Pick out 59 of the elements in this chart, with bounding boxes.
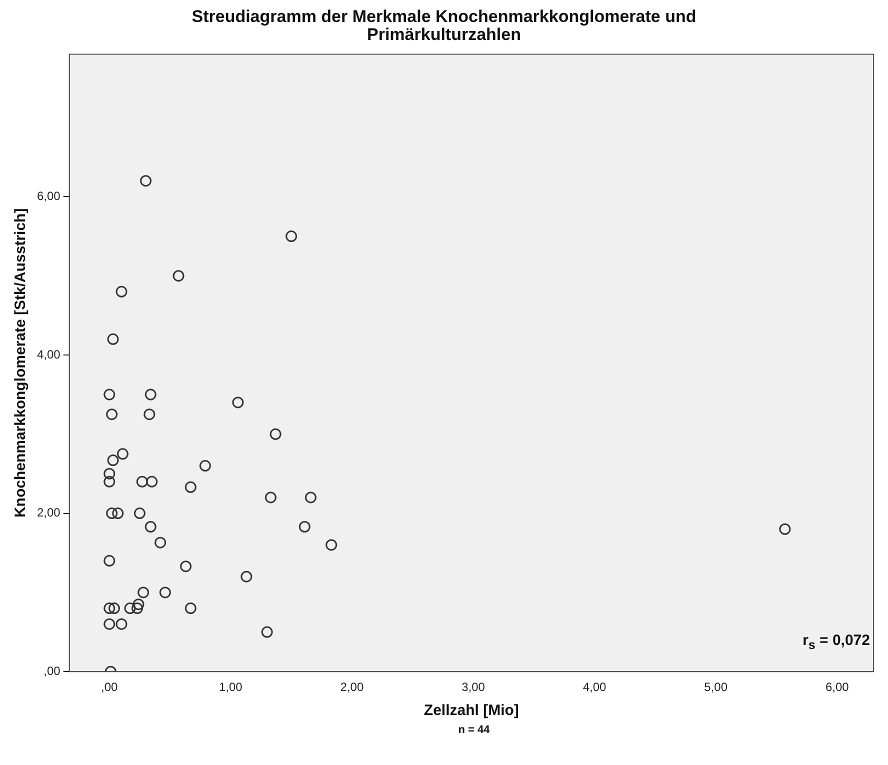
point [270, 428, 282, 440]
y-tick-label: 2,00 [36, 506, 61, 520]
y-tick-label: 4,00 [36, 347, 61, 362]
point [136, 476, 148, 488]
point [180, 560, 192, 572]
x-tick-label: 1,00 [218, 680, 243, 694]
point [104, 602, 116, 614]
point [144, 408, 156, 420]
x-tick-label: 5,00 [704, 680, 728, 694]
point [116, 618, 128, 630]
point [132, 598, 144, 610]
text: n = 44 [457, 724, 491, 736]
point [104, 555, 116, 567]
annotation: r$_{s}$ = 0,072 [802, 632, 870, 652]
point [779, 523, 791, 535]
point [106, 408, 118, 420]
y-tick-label: ,00 [44, 664, 61, 678]
point [172, 270, 184, 282]
point [298, 521, 310, 532]
point [138, 586, 150, 598]
point [116, 448, 128, 460]
point [104, 618, 116, 630]
x-tick-label: 3,00 [462, 680, 486, 694]
x-tick-label: 4,00 [582, 680, 607, 694]
point [112, 508, 124, 520]
point [232, 396, 244, 408]
point [326, 539, 338, 551]
x-tick-label: ,00 [101, 680, 118, 694]
chart-title: Streudiagramm der Merkmale Knochenmarkkonglomerate und Primärkulturzahlen [190, 7, 698, 44]
point [132, 602, 144, 614]
point [106, 508, 118, 520]
point [240, 570, 252, 582]
point [144, 521, 156, 532]
point [104, 388, 116, 400]
point [124, 602, 136, 614]
y-axis-title: Knochenmarkkonglomerate [Stk/Ausstrich] [12, 208, 30, 518]
point [286, 230, 298, 242]
x-tick-label: 6,00 [825, 680, 850, 694]
x-tick-label: 2,00 [340, 680, 364, 694]
point [264, 492, 276, 504]
point [159, 586, 171, 598]
point [140, 175, 152, 187]
point [184, 602, 196, 614]
point [144, 388, 156, 400]
point [134, 508, 146, 520]
point [107, 333, 119, 345]
point [261, 626, 273, 638]
point [108, 602, 120, 614]
point [184, 481, 196, 493]
point [199, 460, 211, 472]
point [154, 536, 166, 548]
point [104, 468, 116, 480]
point [146, 476, 158, 488]
point [104, 476, 116, 488]
point [304, 492, 316, 504]
point [116, 286, 128, 298]
x-axis-title: Zellzahl [Mio] [424, 702, 519, 720]
point [107, 454, 119, 466]
y-tick-label: 6,00 [36, 188, 61, 203]
